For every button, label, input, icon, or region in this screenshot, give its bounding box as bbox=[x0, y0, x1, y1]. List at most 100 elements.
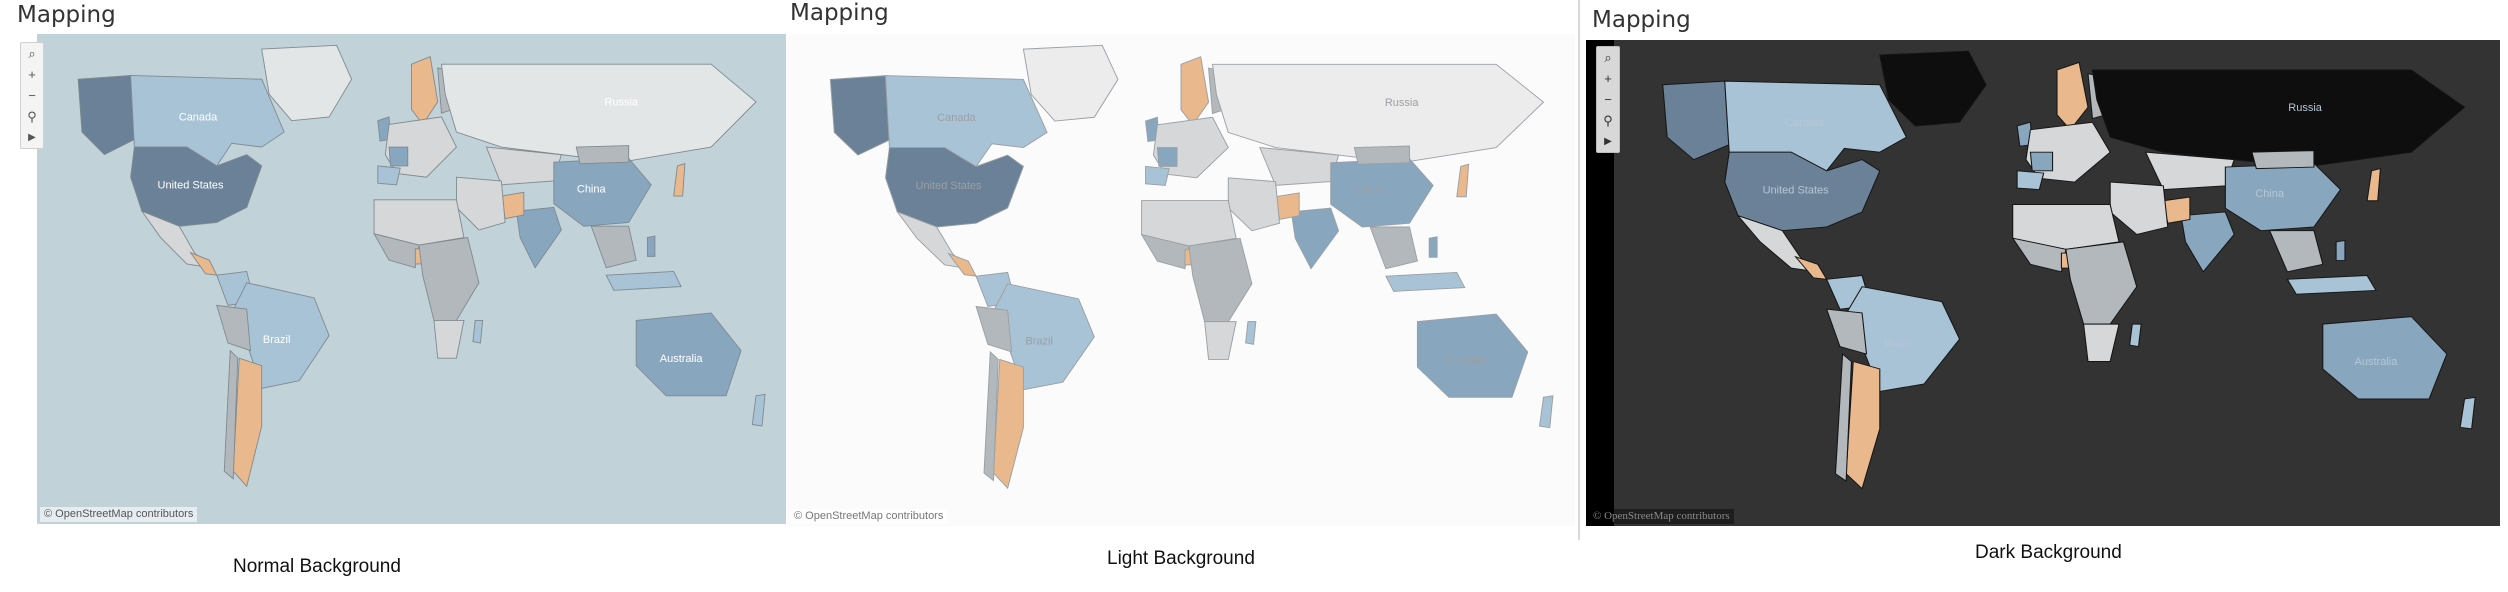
map-attribution[interactable]: © OpenStreetMap contributors bbox=[40, 507, 198, 522]
country-greenland[interactable] bbox=[261, 44, 353, 122]
country-se-asia[interactable] bbox=[590, 225, 637, 269]
map-attribution[interactable]: © OpenStreetMap contributors bbox=[790, 509, 948, 524]
country-label-china: China bbox=[1356, 184, 1386, 196]
map-toolbar: ⌕ + − ⚲ ▶ bbox=[1596, 46, 1620, 153]
panel-title: Mapping bbox=[790, 0, 889, 26]
country-india[interactable] bbox=[2180, 211, 2235, 273]
country-madagascar[interactable] bbox=[2129, 323, 2142, 348]
zoom-in-icon[interactable]: + bbox=[1604, 71, 1612, 86]
country-spain[interactable] bbox=[2016, 170, 2045, 191]
country-nz[interactable] bbox=[2459, 396, 2476, 430]
country-label-us: United States bbox=[158, 180, 225, 192]
country-greenland[interactable] bbox=[1022, 44, 1119, 122]
country-peru[interactable] bbox=[1825, 308, 1868, 355]
country-mongolia[interactable] bbox=[575, 145, 630, 165]
country-label-china: China bbox=[2255, 188, 2285, 200]
country-usa[interactable] bbox=[1724, 151, 1881, 232]
country-greenland[interactable] bbox=[1879, 50, 1987, 127]
country-spain[interactable] bbox=[377, 165, 401, 186]
country-africa-w[interactable] bbox=[373, 233, 420, 269]
zoom-out-icon[interactable]: − bbox=[28, 88, 36, 103]
country-japan[interactable] bbox=[1456, 163, 1470, 198]
countries-layer bbox=[77, 44, 766, 488]
country-indonesia[interactable] bbox=[1385, 271, 1466, 292]
country-france[interactable] bbox=[1156, 147, 1178, 167]
expand-arrow-icon[interactable]: ▶ bbox=[28, 132, 36, 143]
country-peru[interactable] bbox=[216, 304, 251, 352]
country-indonesia[interactable] bbox=[605, 270, 682, 291]
country-japan[interactable] bbox=[2366, 167, 2381, 202]
country-label-us: United States bbox=[916, 180, 983, 192]
country-label-australia: Australia bbox=[2355, 356, 2399, 368]
country-africa-s[interactable] bbox=[2082, 323, 2120, 362]
country-label-brazil: Brazil bbox=[1884, 338, 1912, 350]
country-france[interactable] bbox=[388, 146, 409, 167]
countries-layer bbox=[1662, 50, 2476, 490]
country-madagascar[interactable] bbox=[472, 320, 484, 344]
panel-title: Mapping bbox=[17, 2, 116, 28]
country-spain[interactable] bbox=[1145, 165, 1170, 186]
country-scandinavia[interactable] bbox=[2056, 61, 2089, 131]
country-alaska[interactable] bbox=[1662, 80, 1730, 161]
country-chile[interactable] bbox=[223, 349, 239, 480]
panel-caption: Dark Background bbox=[1975, 542, 2122, 563]
country-africa-w[interactable] bbox=[2011, 237, 2067, 273]
country-alaska[interactable] bbox=[829, 75, 890, 156]
country-japan[interactable] bbox=[673, 163, 686, 197]
country-australia[interactable] bbox=[2322, 316, 2448, 400]
country-australia[interactable] bbox=[635, 312, 742, 397]
country-label-canada: Canada bbox=[937, 112, 976, 124]
map-view-light[interactable]: Russia Canada United States China Brazil Aust… bbox=[787, 34, 1575, 526]
search-icon[interactable]: ⌕ bbox=[28, 45, 36, 61]
expand-arrow-icon[interactable]: ▶ bbox=[1604, 136, 1612, 147]
pin-icon[interactable]: ⚲ bbox=[1603, 112, 1613, 128]
country-nz[interactable] bbox=[751, 393, 766, 427]
country-philippines[interactable] bbox=[646, 235, 656, 257]
country-label-russia: Russia bbox=[1385, 97, 1420, 109]
country-india[interactable] bbox=[1290, 207, 1340, 270]
map-view-dark[interactable]: Russia Canada United States China Brazil Aust… bbox=[1586, 40, 2500, 526]
country-peru[interactable] bbox=[975, 305, 1013, 353]
country-chile[interactable] bbox=[1834, 352, 1852, 483]
country-africa-w[interactable] bbox=[1140, 233, 1190, 270]
country-nz[interactable] bbox=[1539, 395, 1554, 429]
country-label-china: China bbox=[577, 183, 607, 195]
country-africa-s[interactable] bbox=[433, 320, 465, 359]
country-philippines[interactable] bbox=[1428, 236, 1438, 258]
country-africa-s[interactable] bbox=[1204, 321, 1237, 360]
country-usa[interactable] bbox=[130, 146, 263, 227]
country-scandinavia[interactable] bbox=[411, 55, 439, 126]
country-india[interactable] bbox=[515, 206, 562, 269]
country-label-russia: Russia bbox=[2288, 102, 2323, 114]
panel-title: Mapping bbox=[1592, 7, 1691, 33]
country-scandinavia[interactable] bbox=[1180, 56, 1210, 126]
country-label-brazil: Brazil bbox=[263, 334, 291, 346]
panel-divider bbox=[1578, 0, 1580, 540]
country-mongolia[interactable] bbox=[1353, 145, 1410, 165]
world-map[interactable]: Russia Canada United States China Brazil Aust… bbox=[787, 34, 1575, 526]
country-se-asia[interactable] bbox=[2268, 230, 2324, 273]
world-map[interactable]: Russia Canada United States China Brazil Aust… bbox=[37, 34, 786, 524]
map-attribution[interactable]: © OpenStreetMap contributors bbox=[1589, 509, 1734, 524]
country-mongolia[interactable] bbox=[2251, 150, 2315, 170]
zoom-out-icon[interactable]: − bbox=[1604, 92, 1612, 107]
country-alaska[interactable] bbox=[77, 74, 135, 156]
map-view-normal[interactable]: Russia Canada United States China Brazil Aust… bbox=[37, 34, 786, 524]
panel-caption: Light Background bbox=[1107, 548, 1255, 569]
zoom-in-icon[interactable]: + bbox=[28, 67, 36, 82]
search-icon[interactable]: ⌕ bbox=[1604, 49, 1612, 65]
country-france[interactable] bbox=[2029, 151, 2054, 172]
country-usa[interactable] bbox=[885, 147, 1024, 228]
country-madagascar[interactable] bbox=[1245, 321, 1257, 345]
pin-icon[interactable]: ⚲ bbox=[27, 108, 37, 124]
country-chile[interactable] bbox=[983, 350, 999, 482]
panel-caption: Normal Background bbox=[233, 556, 401, 577]
country-label-russia: Russia bbox=[604, 97, 639, 109]
world-map[interactable]: Russia Canada United States China Brazil Aust… bbox=[1586, 40, 2500, 526]
country-label-australia: Australia bbox=[1443, 354, 1487, 366]
map-toolbar: ⌕ + − ⚲ ▶ bbox=[20, 42, 44, 149]
country-philippines[interactable] bbox=[2335, 239, 2346, 262]
country-australia[interactable] bbox=[1416, 313, 1529, 398]
country-indonesia[interactable] bbox=[2286, 275, 2377, 295]
country-se-asia[interactable] bbox=[1369, 226, 1418, 270]
